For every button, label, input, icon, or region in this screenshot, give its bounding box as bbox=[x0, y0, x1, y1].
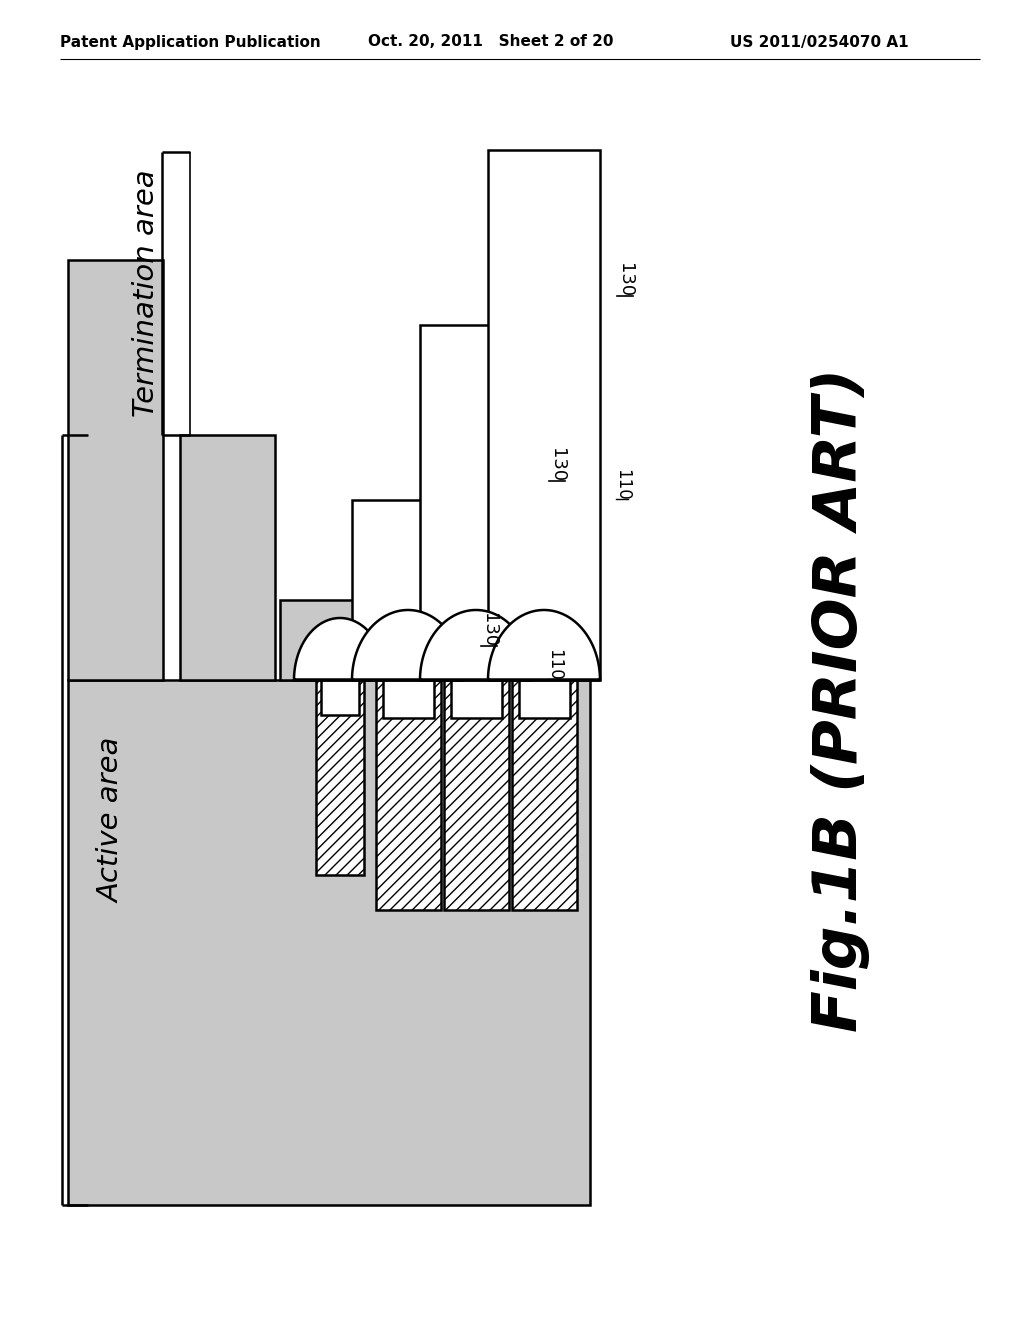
Text: 110: 110 bbox=[613, 469, 631, 500]
Bar bbox=[383, 680, 434, 718]
Text: Termination area: Termination area bbox=[132, 170, 160, 417]
Text: Patent Application Publication: Patent Application Publication bbox=[60, 34, 321, 49]
Bar bbox=[444, 680, 509, 909]
Text: 110: 110 bbox=[545, 649, 563, 681]
Bar bbox=[420, 325, 532, 680]
Text: 130: 130 bbox=[480, 612, 498, 647]
Polygon shape bbox=[488, 610, 600, 680]
Text: Fig.1B (PRIOR ART): Fig.1B (PRIOR ART) bbox=[811, 368, 869, 1032]
Bar bbox=[280, 601, 355, 680]
Bar bbox=[316, 680, 364, 875]
Polygon shape bbox=[352, 610, 464, 680]
Text: US 2011/0254070 A1: US 2011/0254070 A1 bbox=[730, 34, 908, 49]
Bar bbox=[321, 680, 359, 715]
Bar bbox=[352, 500, 464, 680]
Polygon shape bbox=[294, 618, 386, 680]
Text: Active area: Active area bbox=[98, 738, 126, 903]
Bar bbox=[512, 680, 577, 909]
Bar bbox=[519, 680, 570, 718]
Bar bbox=[180, 436, 275, 680]
Bar bbox=[68, 260, 163, 680]
Text: 130: 130 bbox=[616, 263, 634, 297]
Bar bbox=[451, 680, 502, 718]
Bar bbox=[376, 680, 441, 909]
Text: Oct. 20, 2011   Sheet 2 of 20: Oct. 20, 2011 Sheet 2 of 20 bbox=[368, 34, 613, 49]
Bar bbox=[68, 680, 590, 1205]
Bar bbox=[488, 150, 600, 680]
Polygon shape bbox=[420, 610, 532, 680]
Text: 130: 130 bbox=[548, 447, 566, 482]
